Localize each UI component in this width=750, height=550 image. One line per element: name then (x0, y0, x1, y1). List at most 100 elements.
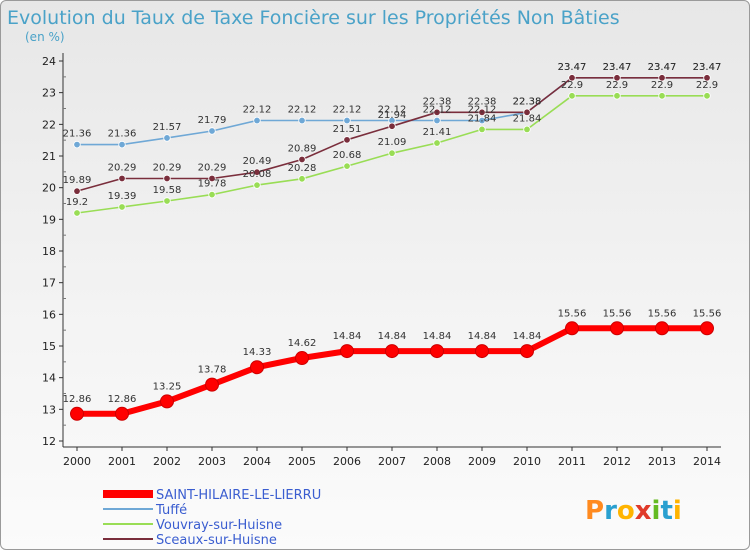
data-label: 21.36 (108, 129, 137, 140)
legend-label-2: Vouvray-sur-Huisne (156, 518, 282, 533)
x-tick-label: 2004 (243, 455, 271, 468)
data-label: 23.47 (693, 62, 722, 73)
data-point (70, 406, 84, 421)
y-tick-label: 12 (42, 435, 56, 448)
legend-label-3: Sceaux-sur-Huisne (156, 533, 277, 548)
data-point (163, 134, 171, 142)
data-label: 23.47 (648, 62, 677, 73)
data-point (208, 174, 216, 183)
legend: SAINT-HILAIRE-LE-LIERRUTufféVouvray-sur-… (103, 488, 321, 548)
data-label: 22.9 (651, 80, 673, 91)
y-tick-label: 23 (42, 87, 56, 100)
data-label: 21.57 (153, 122, 182, 133)
data-label: 15.56 (693, 308, 722, 319)
data-point (388, 149, 396, 157)
x-tick-label: 2009 (468, 455, 496, 468)
data-label: 20.89 (288, 143, 317, 154)
data-point (340, 344, 354, 359)
data-point (73, 140, 81, 149)
data-point (703, 74, 711, 82)
data-label: 23.47 (603, 62, 632, 73)
data-point (250, 360, 264, 375)
data-label: 21.51 (333, 124, 362, 135)
logo-letter: t (660, 496, 672, 526)
legend-label-0: SAINT-HILAIRE-LE-LIERRU (156, 488, 321, 503)
x-tick-label: 2003 (198, 455, 226, 468)
y-tick-label: 20 (42, 182, 56, 195)
data-point (163, 174, 171, 183)
data-label: 22.9 (606, 80, 628, 91)
logo-letter: r (604, 496, 617, 526)
x-tick-label: 2008 (423, 455, 451, 468)
data-point (523, 108, 531, 116)
data-label: 15.56 (603, 308, 632, 319)
data-label: 22.12 (468, 105, 497, 116)
logo-text: Proxiti (585, 496, 682, 526)
data-point (208, 127, 216, 135)
data-label: 23.47 (558, 62, 587, 73)
legend-label-1: Tuffé (155, 503, 187, 518)
data-label: 20.08 (243, 169, 272, 180)
data-point (658, 74, 666, 82)
x-tick-label: 2007 (378, 455, 406, 468)
x-tick-label: 2010 (513, 455, 541, 468)
data-point (118, 174, 126, 183)
data-point (658, 92, 666, 100)
logo-letter: x (635, 496, 652, 526)
logo-letter: i (673, 496, 682, 526)
data-point (163, 197, 171, 205)
data-point (343, 162, 351, 170)
data-label: 14.84 (468, 331, 497, 342)
data-label: 19.89 (63, 175, 92, 186)
data-label: 22.38 (468, 96, 497, 107)
proxiti-logo: Proxiti (585, 496, 682, 526)
data-label: 15.56 (648, 308, 677, 319)
y-tick-label: 13 (42, 403, 56, 416)
data-point (115, 406, 129, 421)
x-tick-label: 2011 (558, 455, 586, 468)
data-point (655, 321, 669, 336)
data-point (610, 321, 624, 336)
data-label: 22.9 (561, 80, 583, 91)
data-label: 14.84 (378, 331, 407, 342)
data-label: 14.33 (243, 347, 272, 358)
y-tick-label: 22 (42, 118, 56, 131)
data-point (298, 116, 306, 125)
data-label: 13.25 (153, 381, 182, 392)
series-layer (70, 74, 714, 421)
data-point (295, 351, 309, 366)
data-label: 19.78 (198, 179, 227, 190)
data-point (160, 394, 174, 409)
data-point (253, 168, 261, 176)
data-point (430, 344, 444, 359)
x-tick-label: 2005 (288, 455, 316, 468)
data-point (298, 175, 306, 183)
logo-letter: i (652, 496, 661, 526)
data-label: 15.56 (558, 308, 587, 319)
data-point (205, 377, 219, 392)
chart-title: Evolution du Taux de Taxe Foncière sur l… (7, 7, 620, 29)
data-point (433, 139, 441, 147)
x-tick-label: 2006 (333, 455, 361, 468)
data-point (613, 74, 621, 82)
logo-letter: o (617, 496, 635, 526)
data-point (478, 116, 486, 125)
data-label: 14.62 (288, 338, 317, 349)
data-label: 14.84 (423, 331, 452, 342)
y-tick-label: 18 (42, 245, 56, 258)
data-label: 20.49 (243, 156, 272, 167)
data-point (253, 116, 261, 125)
data-point (253, 181, 261, 189)
data-label: 22.12 (333, 105, 362, 116)
data-label: 22.9 (696, 80, 718, 91)
y-tick-label: 17 (42, 277, 56, 290)
data-label: 20.29 (108, 162, 137, 173)
data-point (73, 187, 81, 195)
data-point (118, 140, 126, 149)
data-point (703, 92, 711, 100)
chart-subtitle: (en %) (25, 30, 65, 44)
y-tick-label: 21 (42, 150, 56, 163)
data-label: 14.84 (513, 331, 542, 342)
data-point (478, 108, 486, 116)
data-label: 21.79 (198, 115, 227, 126)
